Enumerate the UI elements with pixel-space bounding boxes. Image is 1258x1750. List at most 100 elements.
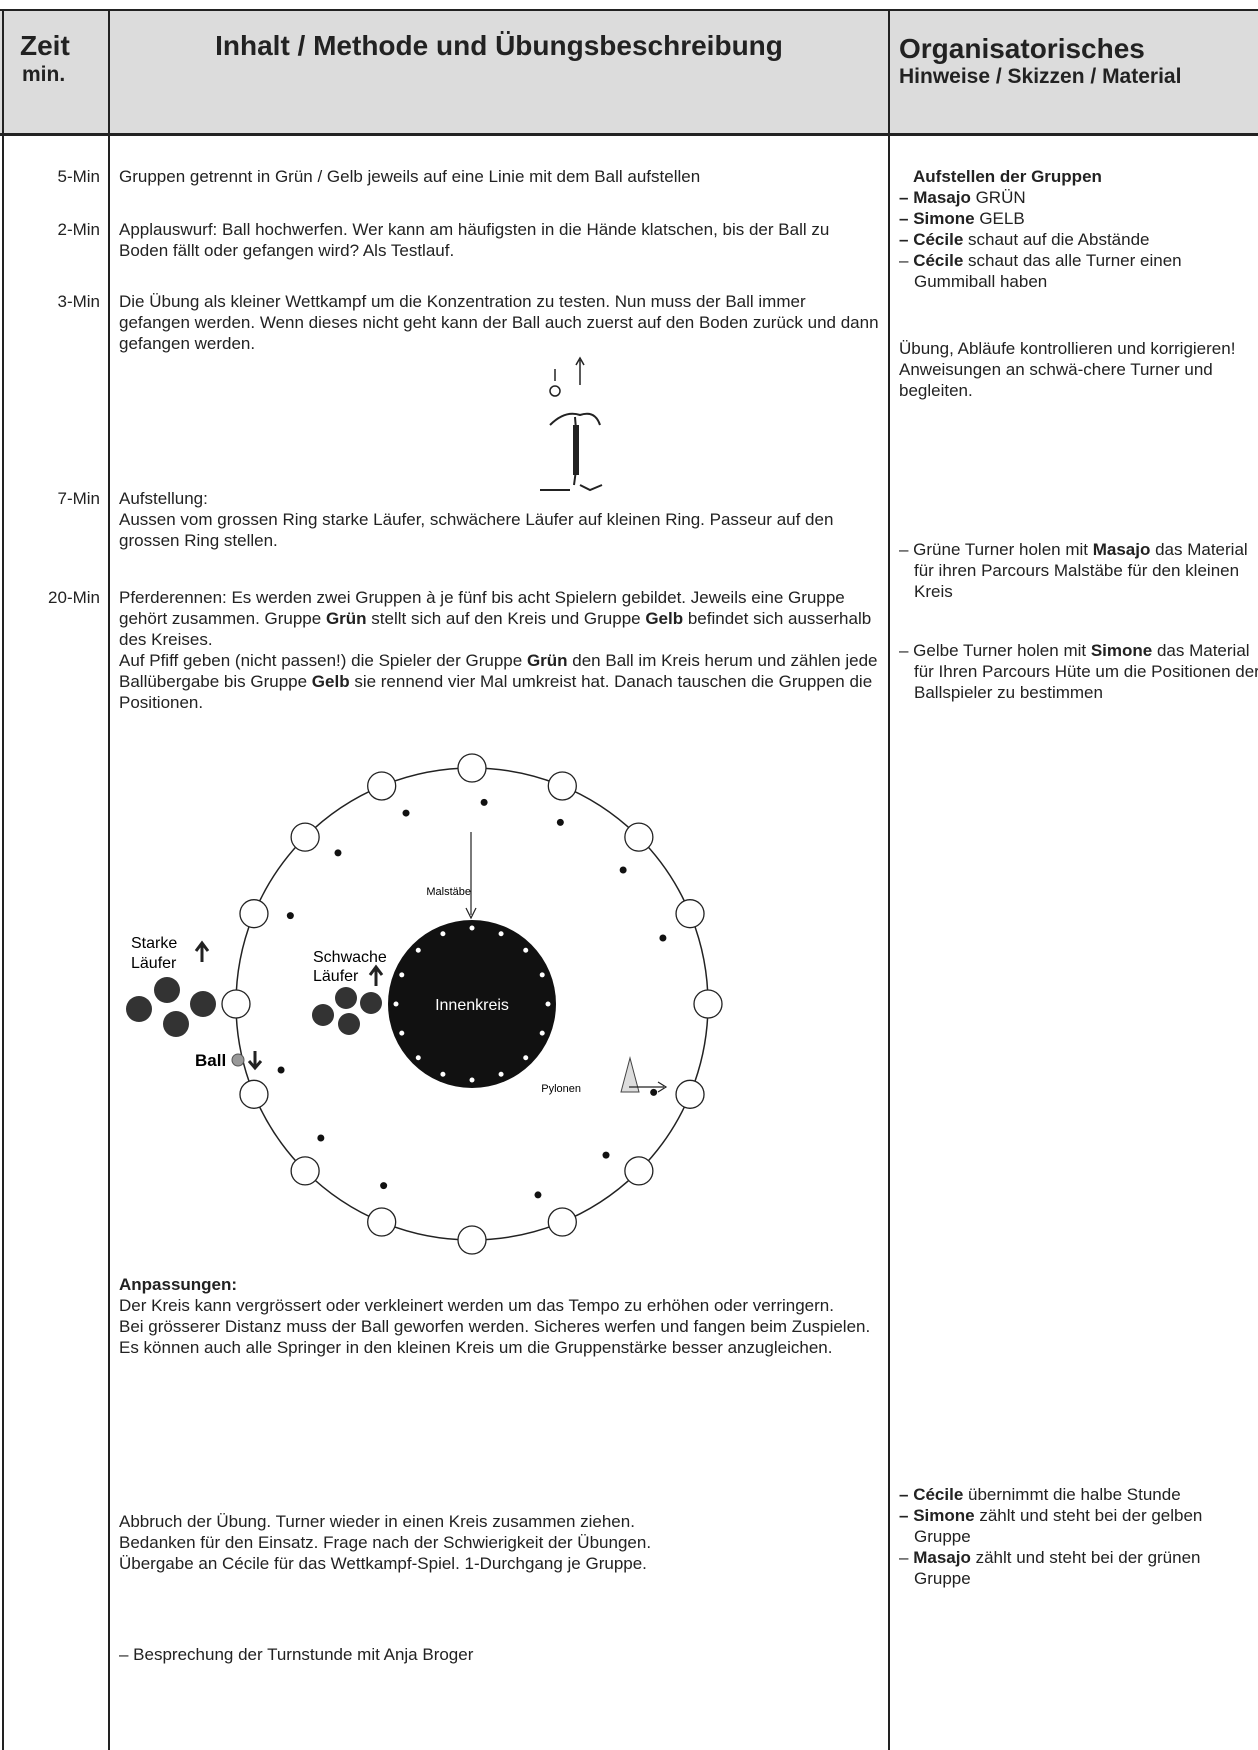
text: Cécile bbox=[913, 251, 964, 270]
text: – bbox=[899, 230, 909, 249]
diagram-label: Läufer bbox=[313, 968, 359, 985]
text: schaut das alle Turner einen Gummiball h… bbox=[914, 251, 1182, 291]
org-zaehlen: – Cécile übernimmt die halbe Stunde – Si… bbox=[899, 1484, 1251, 1589]
diagram-label: Schwache bbox=[313, 949, 387, 966]
ring-position bbox=[547, 1207, 577, 1237]
text: sie rennend vier Mal umkreist hat. Danac… bbox=[119, 672, 873, 712]
paragraph: Aufstellung: bbox=[119, 489, 208, 508]
diagram-label: Innenkreis bbox=[435, 997, 509, 1014]
time: 3-Min bbox=[57, 292, 100, 311]
paragraph: Applauswurf: Ball hochwerfen. Wer kann a… bbox=[119, 220, 830, 260]
inner-marker bbox=[523, 947, 529, 953]
text: Cécile bbox=[913, 1485, 964, 1504]
text: Masajo bbox=[913, 1548, 971, 1567]
text: – bbox=[899, 1485, 909, 1504]
paragraph: Gruppen getrennt in Grün / Gelb jeweils … bbox=[119, 167, 701, 186]
ring-position bbox=[675, 899, 705, 929]
inner-marker bbox=[469, 1077, 475, 1083]
text: das Material für ihren Parcours Malstäbe… bbox=[914, 540, 1248, 601]
inner-marker bbox=[440, 1071, 446, 1077]
item: – Masajo GRÜN bbox=[899, 187, 1251, 208]
paragraph: – Besprechung der Turnstunde mit Anja Br… bbox=[119, 1645, 474, 1664]
text: das Material für Ihren Parcours Hüte um … bbox=[914, 641, 1258, 702]
paragraph: Der Kreis kann vergrössert oder verklein… bbox=[119, 1296, 834, 1315]
time: 5-Min bbox=[57, 167, 100, 186]
paragraph: Übergabe an Cécile für das Wettkampf-Spi… bbox=[119, 1554, 647, 1573]
ring-position bbox=[693, 989, 723, 1019]
paragraph: Pferderennen: Es werden zwei Gruppen à j… bbox=[119, 587, 879, 650]
text: übernimmt die halbe Stunde bbox=[963, 1485, 1181, 1504]
diagram-label: Malstäbe bbox=[426, 886, 471, 898]
text: – bbox=[899, 209, 909, 228]
paragraph: Übung, Abläufe kontrollieren und korrigi… bbox=[899, 339, 1236, 400]
text: stellt sich auf den Kreis und Gruppe bbox=[366, 609, 646, 628]
item: – Cécile schaut das alle Turner einen Gu… bbox=[899, 250, 1251, 292]
item: – Cécile schaut auf die Abstände bbox=[899, 229, 1251, 250]
text: Gelb bbox=[311, 672, 350, 691]
text: Masajo bbox=[913, 188, 971, 207]
inner-marker bbox=[440, 931, 446, 937]
text: – Grüne Turner holen mit bbox=[899, 540, 1093, 559]
text: schaut auf die Abstände bbox=[963, 230, 1150, 249]
ring-dot bbox=[619, 866, 627, 874]
diagram-label: Ball bbox=[195, 1051, 226, 1070]
anpassungen: Anpassungen: Der Kreis kann vergrössert … bbox=[119, 1274, 879, 1358]
inner-marker bbox=[523, 1055, 529, 1061]
text: – bbox=[899, 188, 909, 207]
ring-position bbox=[239, 1079, 269, 1109]
inner-marker bbox=[469, 925, 475, 931]
inner-marker bbox=[539, 972, 545, 978]
header-org-subtitle: Hinweise / Skizzen / Material bbox=[899, 65, 1182, 88]
ring-dot bbox=[317, 1134, 325, 1142]
inner-marker bbox=[393, 1001, 399, 1007]
paragraph: Es können auch alle Springer in den klei… bbox=[119, 1338, 833, 1357]
item: – Cécile übernimmt die halbe Stunde bbox=[899, 1484, 1251, 1505]
inner-circle bbox=[388, 920, 556, 1088]
ring-dot bbox=[650, 1088, 658, 1096]
ring-position bbox=[624, 822, 654, 852]
text: befindet sich ausserhalb des Kreises. bbox=[119, 609, 872, 649]
pferderennen: Pferderennen: Es werden zwei Gruppen à j… bbox=[119, 587, 879, 713]
text: Pferderennen: Es werden zwei Gruppen à j… bbox=[119, 588, 845, 628]
paragraph: Abbruch der Übung. Turner wieder in eine… bbox=[119, 1512, 635, 1531]
rule bbox=[0, 133, 1258, 136]
header-org-title: Organisatorisches bbox=[899, 33, 1145, 64]
text: zählt und steht bei der gelben Gruppe bbox=[914, 1506, 1203, 1546]
ring-dot bbox=[380, 1182, 388, 1190]
inner-marker bbox=[498, 1071, 504, 1077]
ring-position bbox=[239, 899, 269, 929]
item: – Simone zählt und steht bei der gelben … bbox=[899, 1505, 1251, 1547]
ring-dot bbox=[480, 798, 488, 806]
paragraph: Bei grösserer Distanz muss der Ball gewo… bbox=[119, 1317, 871, 1336]
inner-marker bbox=[539, 1030, 545, 1036]
ring-dot bbox=[334, 849, 342, 857]
aufstellung: Aufstellung: Aussen vom grossen Ring star… bbox=[119, 488, 879, 551]
rule bbox=[108, 9, 110, 1750]
paragraph: Aussen vom grossen Ring starke Läufer, s… bbox=[119, 510, 834, 550]
org-aufstellen: Aufstellen der Gruppen – Masajo GRÜN – S… bbox=[899, 166, 1251, 292]
ring-position bbox=[290, 822, 320, 852]
abbruch: Abbruch der Übung. Turner wieder in eine… bbox=[119, 1511, 879, 1574]
ring-position bbox=[367, 771, 397, 801]
text: Simone bbox=[913, 1506, 975, 1525]
rule bbox=[2, 9, 4, 1750]
time: 7-Min bbox=[57, 489, 100, 508]
time: 2-Min bbox=[57, 220, 100, 239]
text: Simone bbox=[913, 209, 975, 228]
paragraph: – Grüne Turner holen mit Masajo das Mate… bbox=[899, 539, 1258, 602]
text: – bbox=[899, 1506, 909, 1525]
paragraph: Bedanken für den Einsatz. Frage nach der… bbox=[119, 1533, 652, 1552]
ring-position bbox=[457, 753, 487, 783]
ring-dot bbox=[659, 934, 667, 942]
ring-position bbox=[290, 1156, 320, 1186]
text: Grün bbox=[526, 651, 568, 670]
text: Auf Pfiff geben (nicht passen!) die Spie… bbox=[119, 651, 527, 670]
ring-dot bbox=[286, 912, 294, 920]
inner-marker bbox=[498, 931, 504, 937]
paragraph: – Gelbe Turner holen mit Simone das Mate… bbox=[899, 640, 1258, 703]
text: Gelb bbox=[645, 609, 684, 628]
paragraph: Auf Pfiff geben (nicht passen!) die Spie… bbox=[119, 650, 879, 713]
diagram-label: Pylonen bbox=[541, 1083, 581, 1095]
text: – bbox=[899, 251, 909, 270]
